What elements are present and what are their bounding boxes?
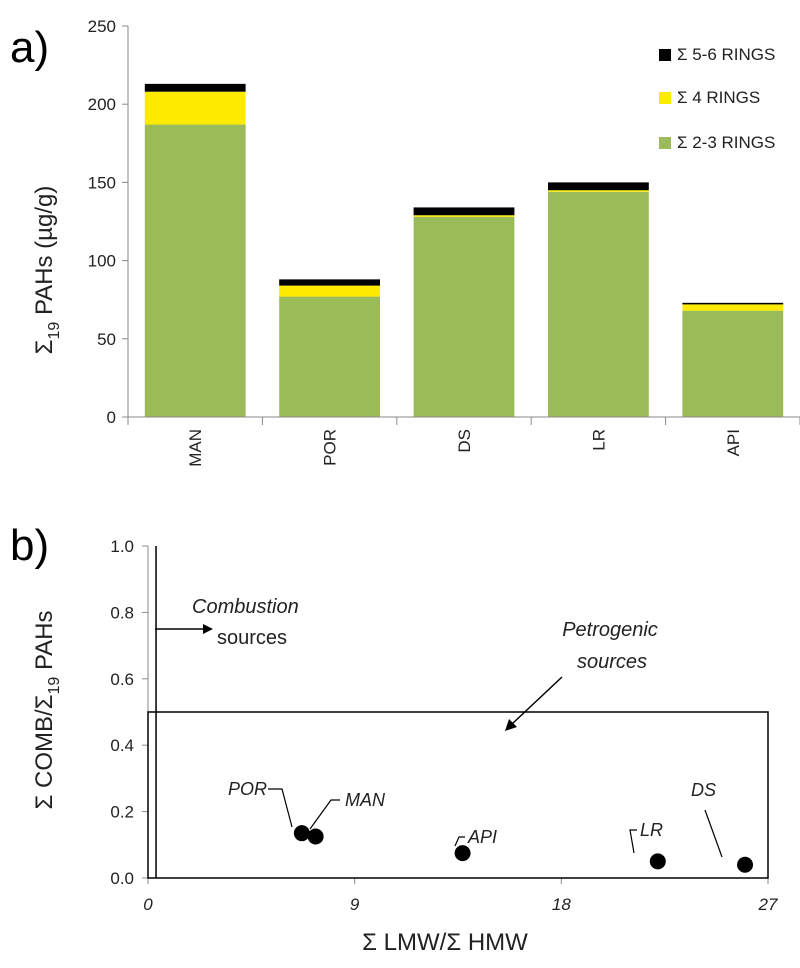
leader-line-por [268, 788, 293, 828]
point-label-ds: DS [691, 780, 716, 800]
points: POR MAN API LR DS [228, 779, 754, 873]
y-axis-label: Σ COMB/Σ19 PAHs [31, 610, 63, 809]
legend-swatch [659, 49, 671, 61]
y-tick-label: 0.2 [110, 803, 134, 822]
bar-segment-ds-1 [413, 215, 515, 217]
bar-segment-api-1 [682, 304, 784, 311]
point-por [293, 825, 310, 842]
annotation-combustion-line1: Combustion [192, 596, 299, 618]
bar-segment-por-1 [279, 285, 380, 297]
bar-segment-ds-0 [413, 216, 515, 417]
axes: 0 50 100 150 200 250 MAN POR DS LR API [88, 17, 800, 467]
point-label-man: MAN [345, 790, 386, 810]
y-tick-label: 1.0 [110, 537, 134, 556]
y-tick-label: 200 [88, 95, 116, 114]
x-tick-label: API [724, 429, 743, 456]
x-axis-label: Σ LMW/Σ HMW [362, 929, 528, 956]
x-tick-label: 0 [143, 895, 153, 914]
bar-segment-man-0 [144, 124, 246, 418]
bar-segment-ds-2 [413, 207, 515, 216]
annotation-petrogenic-line2: sources [577, 651, 647, 673]
y-tick-label: 0.6 [110, 670, 134, 689]
bar-segment-por-0 [279, 296, 380, 417]
bar-segment-por-2 [279, 279, 380, 286]
panel-label-a: a) [10, 23, 49, 72]
y-axis-label-rest: PAHs [31, 610, 58, 676]
bar-chart-panel: a) 0 50 100 150 200 250 MAN POR DS LR API Σ 5-6 RI… [10, 17, 800, 467]
scatter-chart-panel: b) 0.0 0.2 0.4 0.6 0.8 1.0 0 9 18 27 Combustion so… [10, 521, 778, 956]
source-regions [147, 546, 769, 879]
point-ds [737, 856, 754, 873]
point-label-por: POR [228, 779, 267, 799]
y-axis-label-sub: 19 [46, 677, 63, 695]
point-man [307, 828, 324, 845]
annotation-combustion-line2: sources [217, 627, 287, 649]
bar-segment-api-2 [682, 302, 784, 305]
y-tick-label: 50 [97, 330, 116, 349]
x-tick-label: LR [589, 429, 608, 451]
legend-swatch [659, 92, 671, 104]
bar-segment-man-1 [144, 91, 246, 125]
leader-line-lr [629, 829, 637, 854]
bar-group [144, 83, 784, 418]
y-tick-label: 0.8 [110, 603, 134, 622]
annotations: Combustion sources Petrogenic sources [155, 596, 658, 731]
panel-label-b: b) [10, 521, 49, 570]
x-tick-label: DS [455, 429, 474, 453]
bar-segment-man-2 [144, 83, 246, 92]
x-tick-label: MAN [186, 429, 205, 467]
leader-line-ds [704, 809, 723, 858]
petrogenic-arrow-shaft [511, 676, 563, 725]
legend: Σ 5-6 RINGS Σ 4 RINGS Σ 2-3 RINGS [659, 45, 775, 152]
legend-label: Σ 5-6 RINGS [677, 45, 775, 64]
y-tick-label: 250 [88, 17, 116, 36]
y-axis-label: Σ19 PAHs (µg/g) [31, 186, 63, 355]
leader-line-man [309, 799, 340, 830]
point-label-api: API [467, 827, 497, 847]
legend-swatch [659, 137, 671, 149]
x-tick-label: 18 [552, 895, 571, 914]
petrogenic-region-box [147, 711, 769, 879]
point-label-lr: LR [640, 820, 663, 840]
x-tick-label: 9 [350, 895, 360, 914]
bar-segment-api-0 [682, 310, 784, 417]
y-axis-label-sub: 19 [46, 322, 63, 340]
y-axis-label-main: Σ COMB/Σ [31, 695, 58, 810]
y-axis-label-rest: PAHs (µg/g) [31, 186, 58, 322]
point-lr [649, 853, 666, 870]
bar-segment-lr-0 [548, 191, 649, 417]
annotation-petrogenic-line1: Petrogenic [562, 619, 658, 641]
y-tick-label: 100 [88, 252, 116, 271]
x-tick-label: POR [321, 429, 340, 466]
legend-label: Σ 2-3 RINGS [677, 133, 775, 152]
x-tick-label: 27 [758, 895, 778, 914]
petrogenic-arrow-head [505, 719, 517, 731]
y-tick-label: 0.0 [110, 869, 134, 888]
axes: 0.0 0.2 0.4 0.6 0.8 1.0 0 9 18 27 [110, 537, 778, 914]
combustion-arrow-head [203, 624, 213, 634]
bar-segment-lr-1 [548, 190, 649, 192]
y-tick-label: 0 [107, 408, 116, 427]
point-api [454, 845, 471, 862]
bar-segment-lr-2 [548, 182, 649, 191]
leader-line-api [454, 836, 465, 847]
legend-label: Σ 4 RINGS [677, 88, 760, 107]
y-tick-label: 150 [88, 173, 116, 192]
y-tick-label: 0.4 [110, 736, 134, 755]
y-axis-label-main: Σ [31, 340, 58, 355]
